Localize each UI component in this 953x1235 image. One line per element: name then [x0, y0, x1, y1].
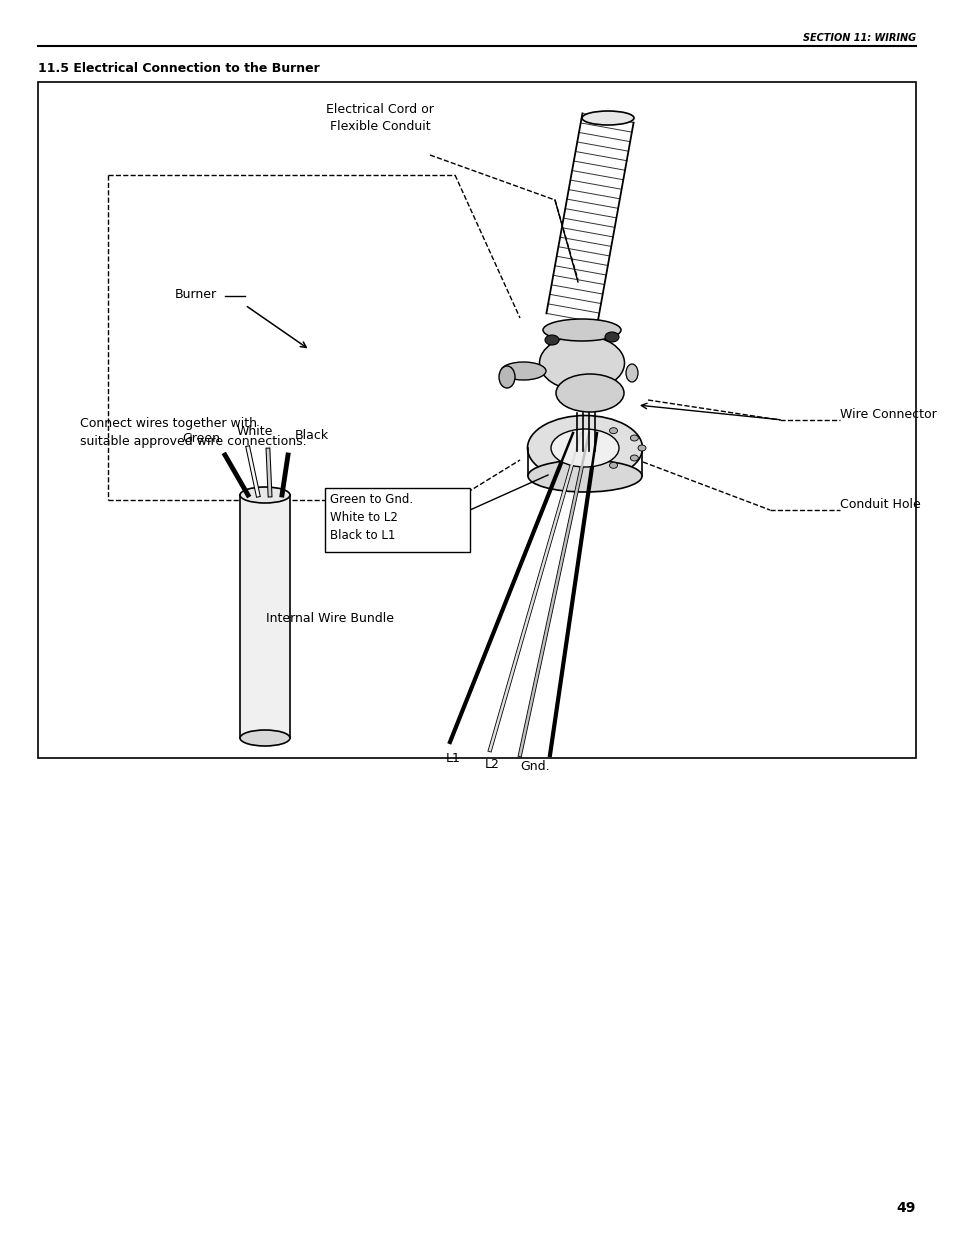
Text: L2: L2	[484, 758, 499, 771]
Ellipse shape	[544, 335, 558, 345]
Ellipse shape	[240, 487, 290, 503]
Bar	[240, 495, 290, 739]
Text: 49: 49	[896, 1200, 915, 1215]
Ellipse shape	[527, 459, 641, 492]
Text: 11.5 Electrical Connection to the Burner: 11.5 Electrical Connection to the Burner	[38, 62, 319, 74]
Ellipse shape	[500, 362, 545, 380]
Bar	[38, 82, 915, 758]
Ellipse shape	[630, 454, 638, 461]
Text: Conduit Hole: Conduit Hole	[840, 499, 920, 511]
Text: Green to Gnd.
White to L2
Black to L1: Green to Gnd. White to L2 Black to L1	[330, 493, 413, 542]
Text: Green: Green	[182, 432, 220, 445]
Ellipse shape	[625, 364, 638, 382]
Ellipse shape	[581, 111, 634, 125]
Ellipse shape	[527, 415, 641, 480]
Text: Black: Black	[294, 429, 329, 442]
Text: White: White	[236, 425, 273, 438]
Ellipse shape	[609, 462, 617, 468]
Text: Wire Connector: Wire Connector	[840, 409, 936, 421]
Ellipse shape	[498, 366, 515, 388]
Bar	[325, 488, 470, 552]
Text: Internal Wire Bundle: Internal Wire Bundle	[266, 611, 394, 625]
Ellipse shape	[240, 730, 290, 746]
Text: L1: L1	[445, 752, 460, 764]
Text: Burner: Burner	[174, 289, 217, 301]
Ellipse shape	[539, 336, 624, 390]
Text: Electrical Cord or
Flexible Conduit: Electrical Cord or Flexible Conduit	[326, 103, 434, 133]
Text: Gnd.: Gnd.	[519, 760, 549, 773]
Text: Connect wires together with
suitable approved wire connections.: Connect wires together with suitable app…	[80, 416, 306, 447]
Ellipse shape	[551, 429, 618, 467]
Ellipse shape	[604, 332, 618, 342]
Ellipse shape	[630, 435, 638, 441]
Text: SECTION 11: WIRING: SECTION 11: WIRING	[802, 33, 915, 43]
Ellipse shape	[609, 427, 617, 433]
Ellipse shape	[638, 445, 645, 451]
Ellipse shape	[542, 319, 620, 341]
Ellipse shape	[556, 374, 623, 412]
